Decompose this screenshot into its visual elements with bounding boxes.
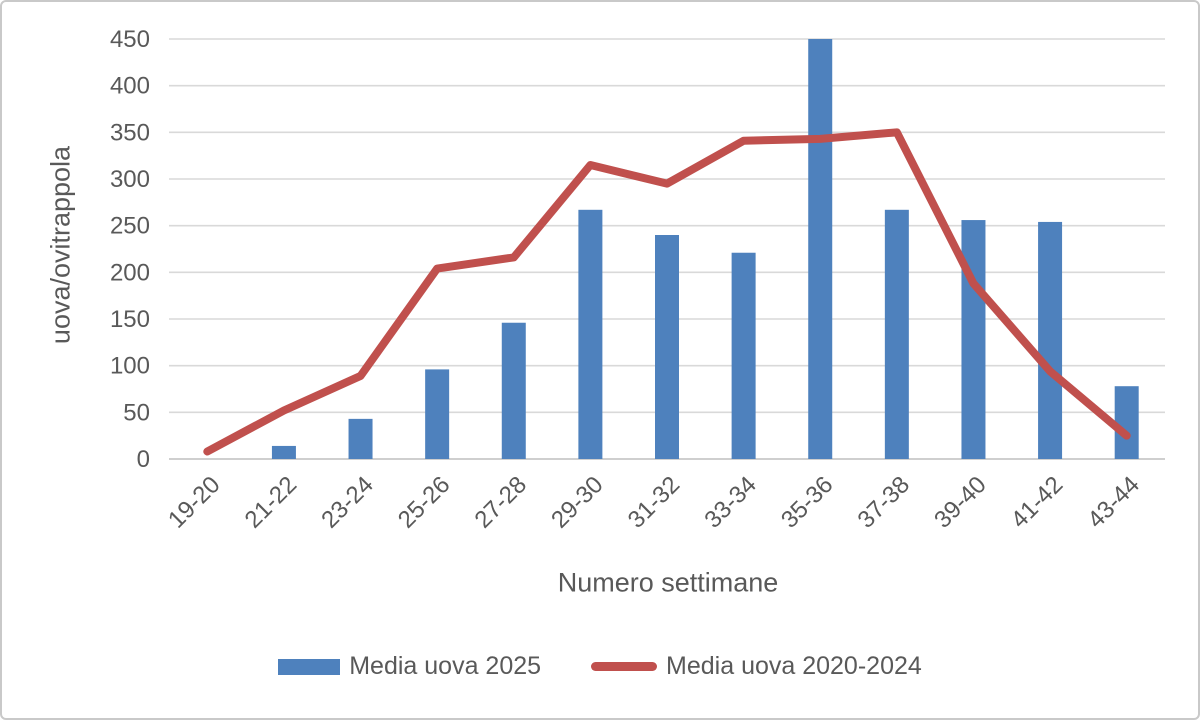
- x-tick-label: 43-44: [1082, 471, 1145, 534]
- bar-series-swatch-icon: [278, 658, 341, 675]
- y-tick-label: 150: [110, 306, 150, 333]
- bar: [1114, 386, 1139, 459]
- x-tick-label: 37-38: [853, 471, 916, 534]
- y-tick-label: 300: [110, 166, 150, 193]
- bar: [731, 252, 756, 459]
- chart-canvas: 0 50 100 150 200 250 300 350 400 450 19-20 21-22 23-…: [110, 26, 1165, 534]
- bar: [655, 235, 679, 459]
- legend-item-bar-series: Media uova 2025: [278, 652, 541, 681]
- bar: [271, 445, 296, 459]
- y-tick-label: 350: [110, 119, 150, 146]
- bar: [808, 39, 833, 459]
- x-tick-label: 29-30: [546, 471, 609, 534]
- x-axis-title: Numero settimane: [557, 567, 779, 598]
- y-tick-label: 200: [110, 259, 150, 286]
- x-tick-label: 35-36: [776, 471, 839, 534]
- bar: [425, 369, 450, 459]
- y-tick-label: 0: [137, 446, 150, 473]
- x-tick-label: 31-32: [623, 471, 686, 534]
- x-tick-label: 25-26: [393, 471, 456, 534]
- bar: [348, 418, 373, 459]
- trend-line: [203, 128, 1131, 456]
- y-tick-label: 450: [110, 26, 150, 53]
- line-series-swatch-icon: [591, 662, 658, 671]
- legend: Media uova 2025 Media uova 2020-2024: [2, 652, 1198, 681]
- y-tick-label: 50: [123, 399, 150, 426]
- legend-label-line-series: Media uova 2020-2024: [666, 652, 922, 680]
- bar: [884, 209, 909, 459]
- bar: [501, 322, 526, 459]
- bar: [1038, 221, 1063, 459]
- y-axis-title: uova/ovitrappola: [45, 145, 76, 345]
- y-tick-label: 400: [110, 73, 150, 100]
- legend-label-bar-series: Media uova 2025: [349, 652, 542, 680]
- bar: [961, 220, 986, 459]
- x-tick-label: 39-40: [929, 471, 992, 534]
- x-tick-label: 21-22: [240, 471, 303, 534]
- x-tick-label: 23-24: [316, 471, 379, 534]
- y-tick-label: 100: [110, 353, 150, 380]
- bar: [578, 209, 603, 459]
- x-tick-label: 41-42: [1006, 471, 1069, 534]
- x-tick-label: 27-28: [470, 471, 533, 534]
- legend-item-line-series: Media uova 2020-2024: [591, 652, 922, 681]
- x-tick-label: 33-34: [699, 471, 762, 534]
- y-tick-label: 250: [110, 213, 150, 240]
- x-tick-label: 19-20: [163, 471, 226, 534]
